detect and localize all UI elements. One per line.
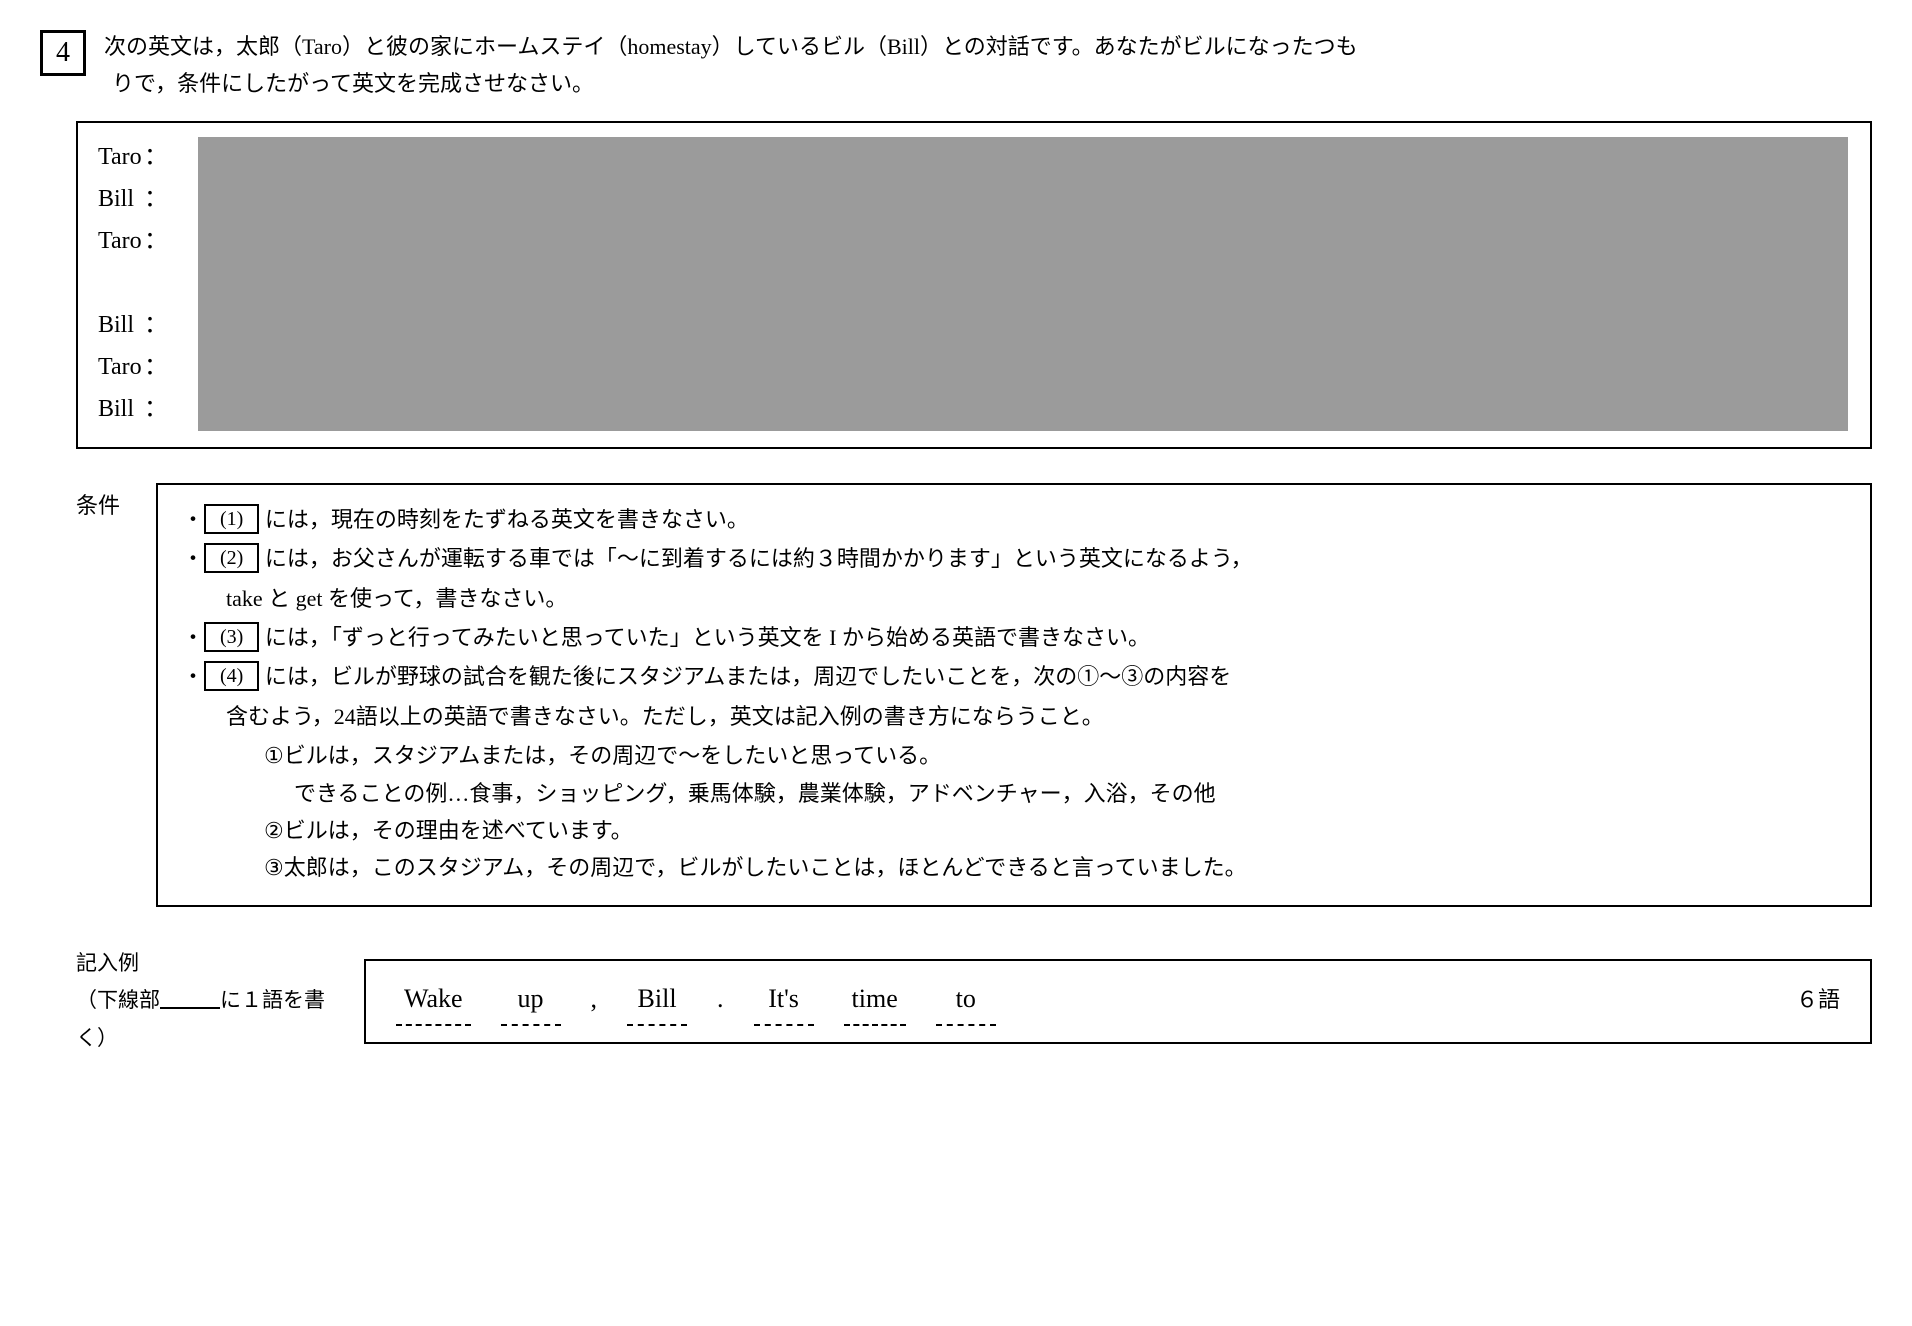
example-word: It's [754, 977, 814, 1026]
conditions-label: 条件 [76, 483, 136, 524]
example-word-count: ６語 [1796, 981, 1840, 1018]
example-word: up [501, 977, 561, 1026]
underline-sample [160, 1007, 220, 1009]
question-header: 4 次の英文は，太郎（Taro）と彼の家にホームステイ（homestay）してい… [40, 28, 1872, 103]
example-word: Bill [627, 977, 687, 1026]
condition-item: ・(2) には，お父さんが運転する車では「〜に到着するには約３時間かかります」と… [182, 540, 1846, 577]
condition-cont: 含むよう，24語以上の英語で書きなさい。ただし，英文は記入例の書き方にならうこと… [182, 698, 1846, 735]
speaker-label: Bill： [98, 179, 168, 220]
slot-box: (1) [204, 504, 259, 534]
speaker-label: Bill： [98, 389, 168, 430]
slot-box: (3) [204, 622, 259, 652]
sub-detail: できることの例…食事，ショッピング，乗馬体験，農業体験，アドベンチャー，入浴，そ… [182, 775, 1846, 812]
prompt-line-1: 次の英文は，太郎（Taro）と彼の家にホームステイ（homestay）しているビ… [104, 34, 1358, 59]
example-box: Wake up , Bill . It's time to ６語 [364, 959, 1872, 1044]
conditions-box: ・(1) には，現在の時刻をたずねる英文を書きなさい。 ・(2) には，お父さん… [156, 483, 1872, 907]
dialogue-box: Taro： Bill： Taro： X： Bill： Taro： Bill： [76, 121, 1872, 449]
condition-text: には，お父さんが運転する車では「〜に到着するには約３時間かかります」という英文に… [265, 546, 1253, 571]
example-word: to [936, 977, 996, 1026]
speaker-label: Taro： [98, 347, 168, 388]
example-word: time [844, 977, 906, 1026]
example-word: Wake [396, 977, 471, 1026]
sub-item: ②ビルは，その理由を述べています。 [182, 812, 1846, 849]
prompt-line-2: りで，条件にしたがって英文を完成させなさい。 [104, 65, 1872, 102]
speaker-label: Taro： [98, 221, 168, 262]
sub-item: ①ビルは，スタジアムまたは，その周辺で〜をしたいと思っている。 [182, 737, 1846, 774]
condition-text: には，ビルが野球の試合を観た後にスタジアムまたは，周辺でしたいことを，次の①〜③… [265, 664, 1231, 689]
condition-text: には，「ずっと行ってみたいと思っていた」という英文を I から始める英語で書きな… [265, 625, 1150, 650]
example-punct: . [717, 977, 724, 1021]
example-punct: , [591, 977, 598, 1021]
speaker-label: Taro： [98, 137, 168, 178]
slot-box: (4) [204, 661, 259, 691]
condition-text: には，現在の時刻をたずねる英文を書きなさい。 [265, 507, 749, 532]
condition-item: ・(4) には，ビルが野球の試合を観た後にスタジアムまたは，周辺でしたいことを，… [182, 658, 1846, 695]
question-number-box: 4 [40, 30, 86, 76]
example-label: 記入例 （下線部に１語を書く） [76, 945, 336, 1058]
condition-item: ・(3) には，「ずっと行ってみたいと思っていた」という英文を I から始める英… [182, 619, 1846, 656]
condition-item: ・(1) には，現在の時刻をたずねる英文を書きなさい。 [182, 501, 1846, 538]
example-section: 記入例 （下線部に１語を書く） Wake up , Bill . It's ti… [76, 945, 1872, 1058]
condition-cont: take と get を使って，書きなさい。 [182, 580, 1846, 617]
sub-item: ③太郎は，このスタジアム，その周辺で，ビルがしたいことは，ほとんどできると言って… [182, 849, 1846, 886]
conditions-section: 条件 ・(1) には，現在の時刻をたずねる英文を書きなさい。 ・(2) には，お… [76, 483, 1872, 907]
redacted-overlay [198, 137, 1848, 431]
slot-box: (2) [204, 543, 259, 573]
speaker-label: Bill： [98, 305, 168, 346]
question-prompt: 次の英文は，太郎（Taro）と彼の家にホームステイ（homestay）しているビ… [104, 28, 1872, 103]
